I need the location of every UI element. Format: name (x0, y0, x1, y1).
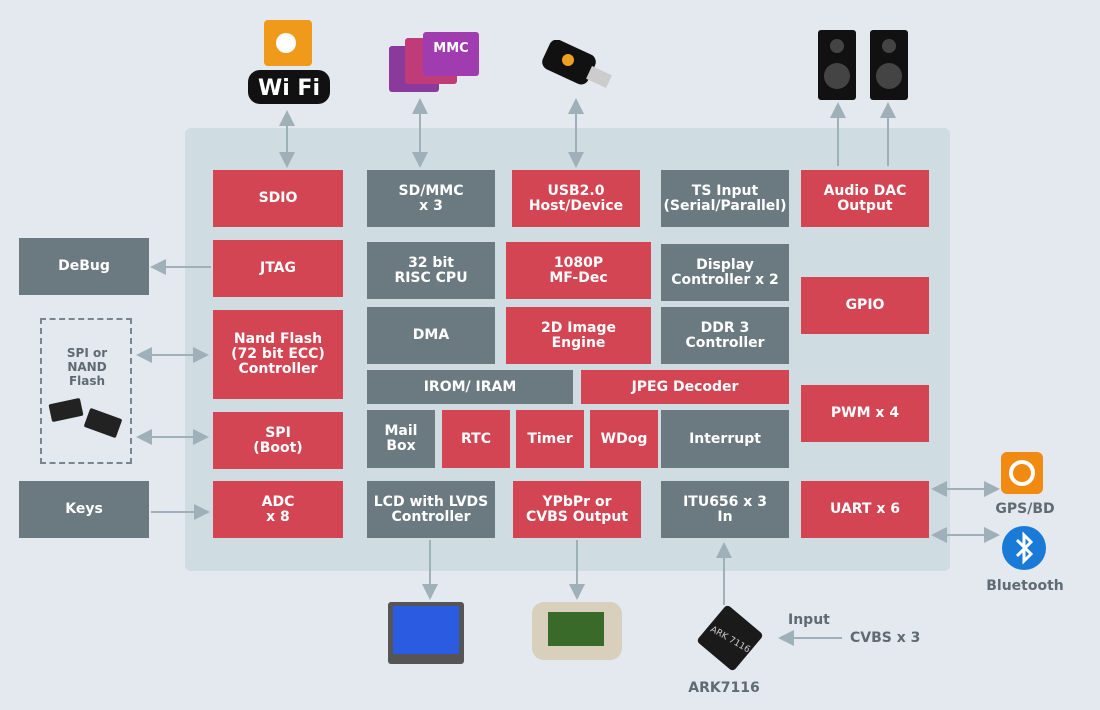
gps-label: GPS/BD (995, 501, 1055, 517)
block-mfdec: 1080P MF-Dec (506, 242, 651, 299)
block-uart: UART x 6 (801, 481, 929, 538)
cvbs-label: CVBS x 3 (850, 630, 921, 646)
block-pwm: PWM x 4 (801, 385, 929, 442)
block-wdog: WDog (590, 410, 658, 468)
block-interrupt: Interrupt (661, 410, 789, 468)
monitor-icon (388, 602, 464, 664)
block-ts-input: TS Input (Serial/Parallel) (661, 170, 789, 227)
block-2d-image: 2D Image Engine (506, 307, 651, 364)
svg-text:MMC: MMC (433, 41, 468, 56)
input-label: Input (788, 612, 830, 628)
speakers-icon (818, 30, 908, 100)
block-audio-dac: Audio DAC Output (801, 170, 929, 227)
headrest-display-icon (532, 602, 622, 660)
ark-label: ARK7116 (688, 680, 760, 696)
flash-group (40, 318, 132, 464)
block-adc: ADC x 8 (213, 481, 343, 538)
block-cpu: 32 bit RISC CPU (367, 242, 495, 299)
block-sdio: SDIO (213, 170, 343, 227)
block-rtc: RTC (442, 410, 510, 468)
gps-icon (1001, 452, 1043, 494)
block-irom: IROM/ IRAM (367, 370, 573, 404)
external-keys: Keys (19, 481, 149, 538)
usb-drive-icon (542, 40, 612, 88)
block-spi: SPI (Boot) (213, 412, 343, 469)
block-itu656: ITU656 x 3 In (661, 481, 789, 538)
block-display: Display Controller x 2 (661, 244, 789, 301)
block-usb: USB2.0 Host/Device (512, 170, 640, 227)
external-debug: DeBug (19, 238, 149, 295)
ark-chip-icon: ARK 7116 (697, 605, 763, 671)
bluetooth-icon (1002, 526, 1046, 570)
block-dma: DMA (367, 307, 495, 364)
block-lcd: LCD with LVDS Controller (367, 481, 495, 538)
wifi-logo-text: Wi Fi (258, 76, 320, 101)
block-nand-flash: Nand Flash (72 bit ECC) Controller (213, 310, 343, 399)
wifi-icon: Wi Fi (248, 20, 330, 104)
flash-chip-icon (48, 398, 122, 438)
bluetooth-label: Bluetooth (986, 578, 1064, 594)
block-sdmmc: SD/MMC x 3 (367, 170, 495, 227)
block-ddr3: DDR 3 Controller (661, 307, 789, 364)
block-timer: Timer (516, 410, 584, 468)
block-mailbox: Mail Box (367, 410, 435, 468)
block-ypbpr: YPbPr or CVBS Output (513, 481, 641, 538)
block-gpio: GPIO (801, 277, 929, 334)
block-jpeg: JPEG Decoder (581, 370, 789, 404)
flash-label: SPI or NAND Flash (66, 346, 108, 388)
block-jtag: JTAG (213, 240, 343, 297)
sd-card-icon: MMC (389, 32, 479, 92)
